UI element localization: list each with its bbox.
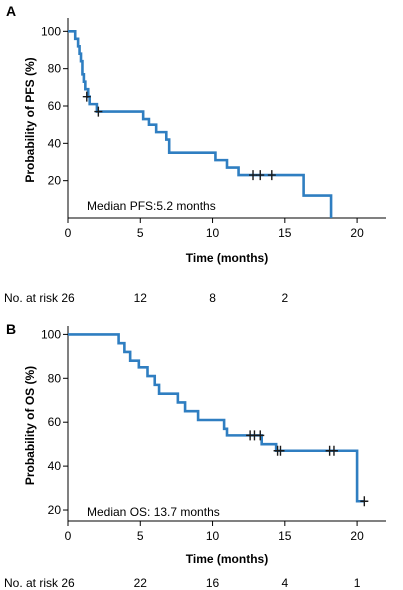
x-axis-title: Time (months) — [186, 552, 268, 566]
risk-table-label: No. at risk — [4, 291, 59, 305]
km-panel-b: B 20 40 60 80 100 0 5 10 15 20 Time (months) Probabi… — [4, 321, 386, 590]
y-tick-label: 60 — [48, 99, 62, 113]
x-tick-label: 20 — [350, 226, 364, 240]
x-tick-label: 10 — [206, 226, 220, 240]
risk-table-label: No. at risk — [4, 576, 59, 590]
risk-count: 26 — [61, 576, 75, 590]
censor-mark — [329, 445, 338, 456]
censor-mark — [249, 170, 258, 181]
x-tick-label: 20 — [350, 529, 364, 543]
censor-mark — [256, 170, 265, 181]
y-tick-label: 60 — [48, 415, 62, 429]
risk-count: 1 — [354, 576, 361, 590]
median-annotation: Median OS: 13.7 months — [87, 505, 220, 519]
y-tick-label: 20 — [48, 503, 62, 517]
y-tick-label: 40 — [48, 459, 62, 473]
panel-label: A — [6, 3, 16, 19]
km-panel-a: A 20 40 60 80 100 0 5 10 15 20 Time (months) Probabi… — [4, 3, 386, 305]
x-tick-label: 15 — [278, 529, 292, 543]
risk-count: 16 — [206, 576, 220, 590]
y-tick-label: 100 — [41, 24, 61, 38]
y-tick-label: 80 — [48, 62, 62, 76]
risk-count: 8 — [209, 291, 216, 305]
risk-count: 26 — [61, 291, 75, 305]
survival-curve — [68, 333, 365, 503]
censor-mark — [94, 106, 103, 117]
y-tick-label: 40 — [48, 136, 62, 150]
x-tick-label: 15 — [278, 226, 292, 240]
x-tick-label: 5 — [137, 226, 144, 240]
x-tick-label: 0 — [65, 529, 72, 543]
censor-mark — [360, 496, 369, 507]
x-tick-label: 0 — [65, 226, 72, 240]
risk-count: 12 — [134, 291, 148, 305]
x-tick-label: 5 — [137, 529, 144, 543]
survival-curve — [68, 30, 333, 218]
censor-mark — [276, 445, 285, 456]
censor-mark — [267, 170, 276, 181]
y-tick-label: 20 — [48, 174, 62, 188]
y-axis-title: Probability of PFS (%) — [23, 57, 37, 182]
x-axis-title: Time (months) — [186, 251, 268, 265]
x-tick-label: 10 — [206, 529, 220, 543]
median-annotation: Median PFS:5.2 months — [87, 199, 216, 213]
y-axis-title: Probability of OS (%) — [23, 366, 37, 485]
panel-label: B — [6, 321, 16, 337]
censor-mark — [256, 430, 265, 441]
y-tick-label: 100 — [41, 327, 61, 341]
risk-count: 4 — [281, 576, 288, 590]
y-tick-label: 80 — [48, 371, 62, 385]
risk-count: 22 — [134, 576, 148, 590]
risk-count: 2 — [281, 291, 288, 305]
censor-mark — [82, 91, 91, 102]
